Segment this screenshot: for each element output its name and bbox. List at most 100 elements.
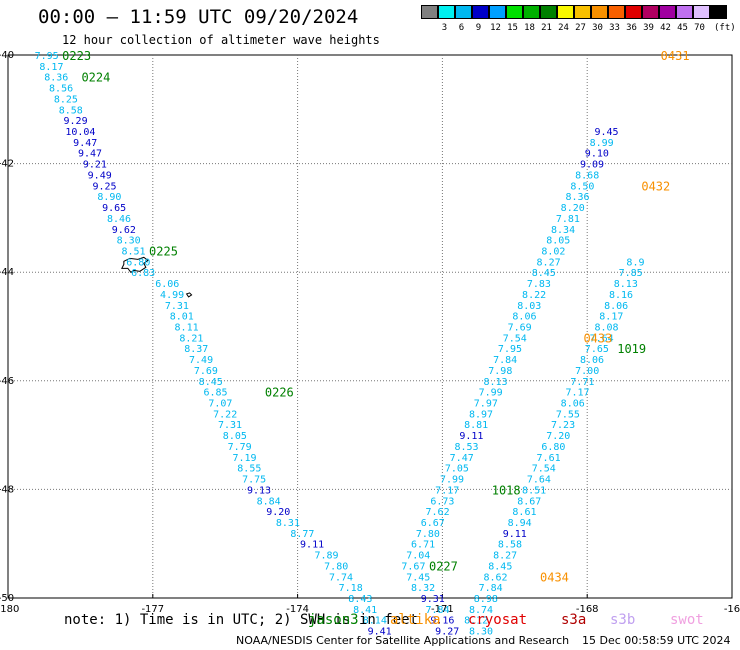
colorbar-label: 15 [507, 23, 518, 33]
colorbar-label: 12 [490, 23, 501, 33]
wave-height-value: 7.84 [426, 605, 450, 616]
wave-height-value: 8.84 [257, 496, 281, 507]
wave-height-value: 7.89 [315, 551, 339, 562]
wave-height-value: 7.85 [619, 268, 643, 279]
wave-height-value: 8.67 [517, 496, 541, 507]
wave-height-value: 7.65 [585, 344, 609, 355]
colorbar-label: 30 [592, 23, 603, 33]
wave-height-value: 8.32 [411, 583, 435, 594]
colorbar-label: 33 [609, 23, 620, 33]
satellite-label-s3a: s3a [561, 612, 587, 628]
x-tick-label: -180 [0, 604, 19, 615]
wave-height-value: 8.01 [170, 312, 194, 323]
wave-height-value: 7.74 [329, 572, 353, 583]
pass-time-label: 0223 [62, 49, 91, 63]
wave-height-value: 8.61 [512, 507, 536, 518]
wave-height-value: 8.36 [565, 192, 589, 203]
wave-height-value: 9.31 [421, 594, 445, 605]
satellite-label-s3b: s3b [610, 612, 636, 628]
y-tick-label: -46 [0, 376, 14, 387]
wave-height-value: 7.17 [565, 388, 589, 399]
wave-height-value: 8.17 [39, 62, 63, 73]
wave-height-value: 9.62 [112, 225, 136, 236]
wave-height-value: 7.79 [228, 442, 252, 453]
wave-height-value: 7.99 [440, 475, 464, 486]
satellite-label-cryosat: cryosat [468, 612, 528, 628]
wave-height-value: 8.90 [97, 192, 121, 203]
colorbar-swatch [523, 5, 540, 19]
wave-height-value: 9.21 [83, 160, 107, 171]
credit-text: NOAA/NESDIS Center for Satellite Applica… [236, 634, 570, 647]
colorbar-label: 9 [475, 23, 482, 33]
wave-height-value: 7.31 [218, 420, 242, 431]
wave-height-value: 9.41 [368, 627, 392, 638]
wave-height-value: 8.05 [546, 236, 570, 247]
wave-height-value: 8.43 [348, 594, 372, 605]
wave-height-value: 8.20 [561, 203, 585, 214]
colorbar-swatch [421, 5, 438, 19]
wave-height-value: 8.13 [483, 377, 507, 388]
footer-note: note: 1) Time is in UTC; 2) SWH is in fe… [64, 612, 419, 628]
wave-height-value: 9.49 [88, 170, 112, 181]
colorbar-swatch [540, 5, 557, 19]
wave-height-value: 8.34 [551, 225, 575, 236]
wave-height-value: 8.68 [575, 170, 599, 181]
wave-height-value: 7.81 [556, 214, 580, 225]
satellite-label-swot: swot [670, 612, 704, 628]
wave-height-value: 8.99 [590, 138, 614, 149]
wave-height-value: 7.64 [527, 475, 551, 486]
wave-height-value: 9.47 [78, 149, 102, 160]
wave-height-value: 9.45 [594, 127, 618, 138]
x-tick-label: -171 [431, 604, 454, 615]
wave-height-value: 7.19 [232, 453, 256, 464]
wave-height-value: 8.45 [488, 561, 512, 572]
wave-height-value: 7.98 [488, 366, 512, 377]
colorbar-label: 39 [643, 23, 654, 33]
wave-height-value: 7.69 [194, 366, 218, 377]
wave-height-value: 7.54 [532, 464, 556, 475]
wave-height-value: 8.27 [537, 257, 561, 268]
wave-height-value: 7.95 [35, 51, 59, 62]
wave-height-value: 7.04 [406, 551, 430, 562]
wave-height-value: 8.36 [44, 73, 68, 84]
wave-height-value: 6.71 [411, 540, 435, 551]
y-tick-label: -44 [0, 267, 14, 278]
wave-height-value: 8.03 [517, 301, 541, 312]
satellite-label-altika: altika [390, 612, 441, 628]
wave-height-value: 8.77 [290, 529, 314, 540]
colorbar-swatch [608, 5, 625, 19]
wave-height-value: 7.80 [416, 529, 440, 540]
plot-frame [7, 54, 733, 599]
wave-height-value: 8.25 [54, 94, 78, 105]
colorbar-label: 70 [694, 23, 705, 33]
wave-height-value: 8.22 [522, 290, 546, 301]
wave-height-value: 7.23 [551, 420, 575, 431]
wave-height-value: 8.41 [353, 605, 377, 616]
wave-height-value: 7.18 [339, 583, 363, 594]
wave-height-value: 9.27 [435, 627, 459, 638]
wave-height-value: 7.49 [189, 355, 213, 366]
wave-height-value: 8.58 [59, 105, 83, 116]
wave-height-value: 8.13 [614, 279, 638, 290]
colorbar-label: 45 [677, 23, 688, 33]
wave-height-value: 9.11 [300, 540, 324, 551]
wave-height-value: 8.11 [175, 323, 199, 334]
colorbar-label: 6 [458, 23, 465, 33]
generated-timestamp: 15 Dec 00:58:59 UTC 2024 [582, 634, 731, 647]
x-tick-label: -174 [286, 604, 309, 615]
wave-height-value: 9.11 [459, 431, 483, 442]
wave-height-value: 8.53 [454, 442, 478, 453]
wave-height-value: 7.64 [590, 333, 614, 344]
wave-height-value: 8.37 [184, 344, 208, 355]
wave-height-value: 9.11 [503, 529, 527, 540]
wave-height-value: 8.05 [223, 431, 247, 442]
wave-height-value: 8.45 [532, 268, 556, 279]
wave-height-value: 7.69 [508, 323, 532, 334]
wave-height-value: 8.06 [580, 355, 604, 366]
colorbar-swatch [489, 5, 506, 19]
wave-height-value: 7.61 [537, 453, 561, 464]
colorbar-swatch [438, 5, 455, 19]
pass-time-label: 1018 [492, 483, 521, 497]
satellite-label-jason3: jason3 [308, 612, 359, 628]
wave-height-value: 9.13 [247, 485, 271, 496]
